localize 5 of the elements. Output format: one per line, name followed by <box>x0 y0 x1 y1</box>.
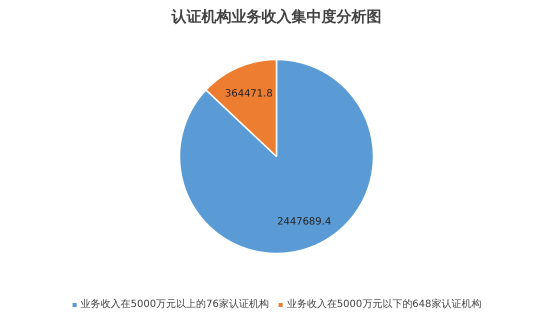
legend-label: 业务收入在5000万元以上的76家认证机构 <box>80 298 269 311</box>
legend-label: 业务收入在5000万元以下的648家认证机构 <box>286 298 482 311</box>
data-label: 2447689.4 <box>277 216 332 228</box>
data-label: 364471.8 <box>224 88 273 100</box>
chart-title: 认证机构业务收入集中度分析图 <box>170 8 382 26</box>
